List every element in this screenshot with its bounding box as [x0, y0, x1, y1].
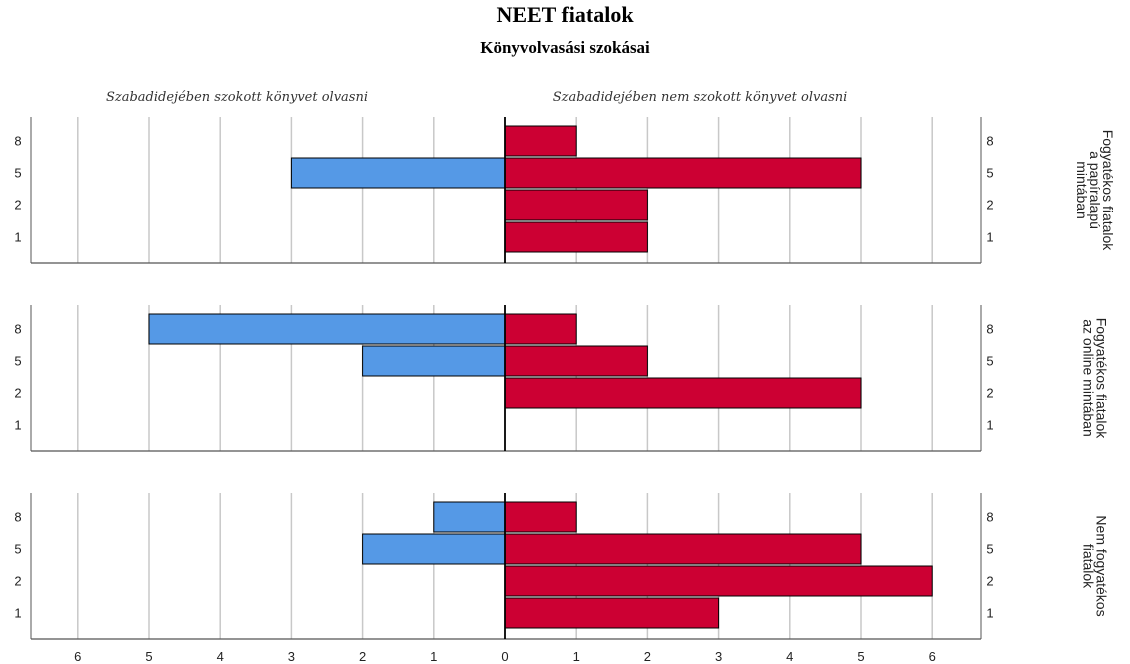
x-tick-label: 3 — [715, 649, 722, 664]
bar-right — [504, 533, 862, 565]
panel-label: Fogyatékos fiatalok — [1100, 130, 1116, 252]
category-label-right: 8 — [986, 134, 993, 149]
category-label-right: 1 — [986, 418, 993, 433]
bar-right — [504, 313, 577, 345]
x-tick-label: 5 — [145, 649, 152, 664]
chart-title: NEET fiatalok — [496, 2, 634, 27]
x-tick-label: 1 — [573, 649, 580, 664]
category-label-left: 1 — [14, 418, 21, 433]
bar-right — [504, 345, 648, 377]
category-label-right: 1 — [986, 606, 993, 621]
bar-left — [290, 157, 506, 189]
x-tick-label: 2 — [359, 649, 366, 664]
category-label-left: 5 — [14, 354, 21, 369]
bar-right — [504, 125, 577, 157]
panel-label: Fogyatékos fiatalok — [1094, 318, 1110, 440]
x-tick-label: 0 — [501, 649, 508, 664]
panel-label: a papíralapú — [1087, 151, 1103, 229]
x-tick-label: 4 — [786, 649, 793, 664]
x-tick-label: 4 — [217, 649, 224, 664]
x-tick-label: 2 — [644, 649, 651, 664]
bar-left — [148, 313, 506, 345]
category-label-right: 5 — [986, 166, 993, 181]
category-label-left: 1 — [14, 230, 21, 245]
category-label-right: 2 — [986, 386, 993, 401]
category-label-left: 2 — [14, 574, 21, 589]
category-label-left: 5 — [14, 166, 21, 181]
panel-label: az online mintában — [1081, 319, 1097, 437]
panel-label: Nem fogyatékos — [1094, 515, 1110, 616]
category-label-left: 2 — [14, 198, 21, 213]
bar-left — [433, 501, 506, 533]
bar-right — [504, 565, 933, 597]
bar-right — [504, 597, 720, 629]
x-tick-label: 3 — [288, 649, 295, 664]
right-side-header: Szabadidejében nem szokott könyvet olvas… — [553, 90, 848, 105]
category-label-left: 8 — [14, 322, 21, 337]
category-label-left: 8 — [14, 510, 21, 525]
x-tick-label: 6 — [74, 649, 81, 664]
x-tick-label: 6 — [929, 649, 936, 664]
bar-right — [504, 157, 862, 189]
category-label-right: 2 — [986, 198, 993, 213]
x-tick-label: 1 — [430, 649, 437, 664]
bar-left — [362, 345, 506, 377]
bar-right — [504, 221, 648, 253]
panel-label: mintában — [1074, 161, 1090, 219]
category-label-right: 5 — [986, 542, 993, 557]
category-label-left: 2 — [14, 386, 21, 401]
category-label-right: 1 — [986, 230, 993, 245]
category-label-right: 5 — [986, 354, 993, 369]
x-tick-label: 5 — [857, 649, 864, 664]
bar-right — [504, 377, 862, 409]
category-label-right: 8 — [986, 510, 993, 525]
chart-subtitle: Könyvolvasási szokásai — [480, 38, 650, 57]
category-label-left: 5 — [14, 542, 21, 557]
category-label-right: 8 — [986, 322, 993, 337]
panel-label: fiatalok — [1081, 544, 1097, 589]
category-label-left: 8 — [14, 134, 21, 149]
bar-left — [362, 533, 506, 565]
bar-right — [504, 189, 648, 221]
bar-right — [504, 501, 577, 533]
category-label-left: 1 — [14, 606, 21, 621]
category-label-right: 2 — [986, 574, 993, 589]
left-side-header: Szabadidejében szokott könyvet olvasni — [106, 90, 368, 105]
